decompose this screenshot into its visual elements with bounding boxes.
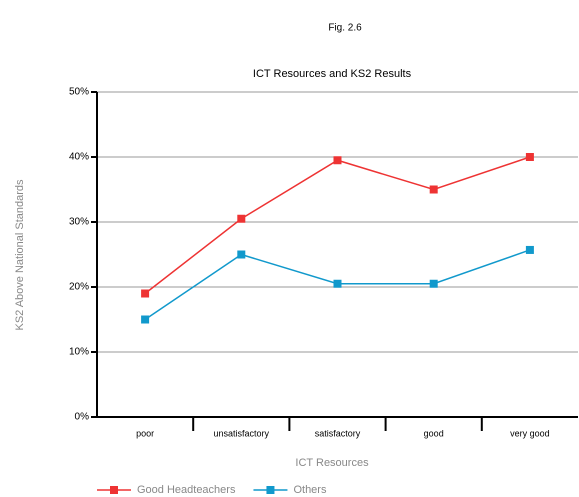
y-tick-label: 30% [69, 217, 89, 228]
figure-label: Fig. 2.6 [328, 23, 362, 34]
legend-marker [266, 486, 275, 494]
data-point [333, 156, 342, 165]
data-point [429, 185, 438, 194]
data-point [141, 315, 150, 324]
data-point [141, 289, 150, 298]
data-point [429, 279, 438, 288]
y-tick-label: 20% [69, 282, 89, 293]
x-axis-label: ICT Resources [295, 457, 369, 469]
x-tick-label: poor [136, 428, 154, 438]
y-tick-label: 50% [69, 87, 89, 98]
x-tick-label: unsatisfactory [214, 428, 270, 438]
data-point [525, 245, 534, 254]
series-line [144, 156, 531, 295]
x-tick-label: good [424, 428, 444, 438]
legend-label: Good Headteachers [137, 484, 236, 496]
legend-label: Others [293, 484, 327, 496]
legend-marker [110, 486, 118, 494]
x-tick-label: satisfactory [315, 428, 361, 438]
y-tick-label: 10% [69, 347, 89, 358]
data-point [237, 250, 246, 259]
y-axis-label: KS2 Above National Standards [14, 179, 26, 331]
data-point [333, 279, 342, 288]
chart-title: ICT Resources and KS2 Results [253, 68, 412, 80]
data-point [525, 153, 534, 161]
y-tick-label: 0% [75, 412, 90, 423]
y-tick-label: 40% [69, 152, 89, 163]
x-tick-label: very good [510, 428, 550, 438]
data-point [237, 214, 246, 223]
